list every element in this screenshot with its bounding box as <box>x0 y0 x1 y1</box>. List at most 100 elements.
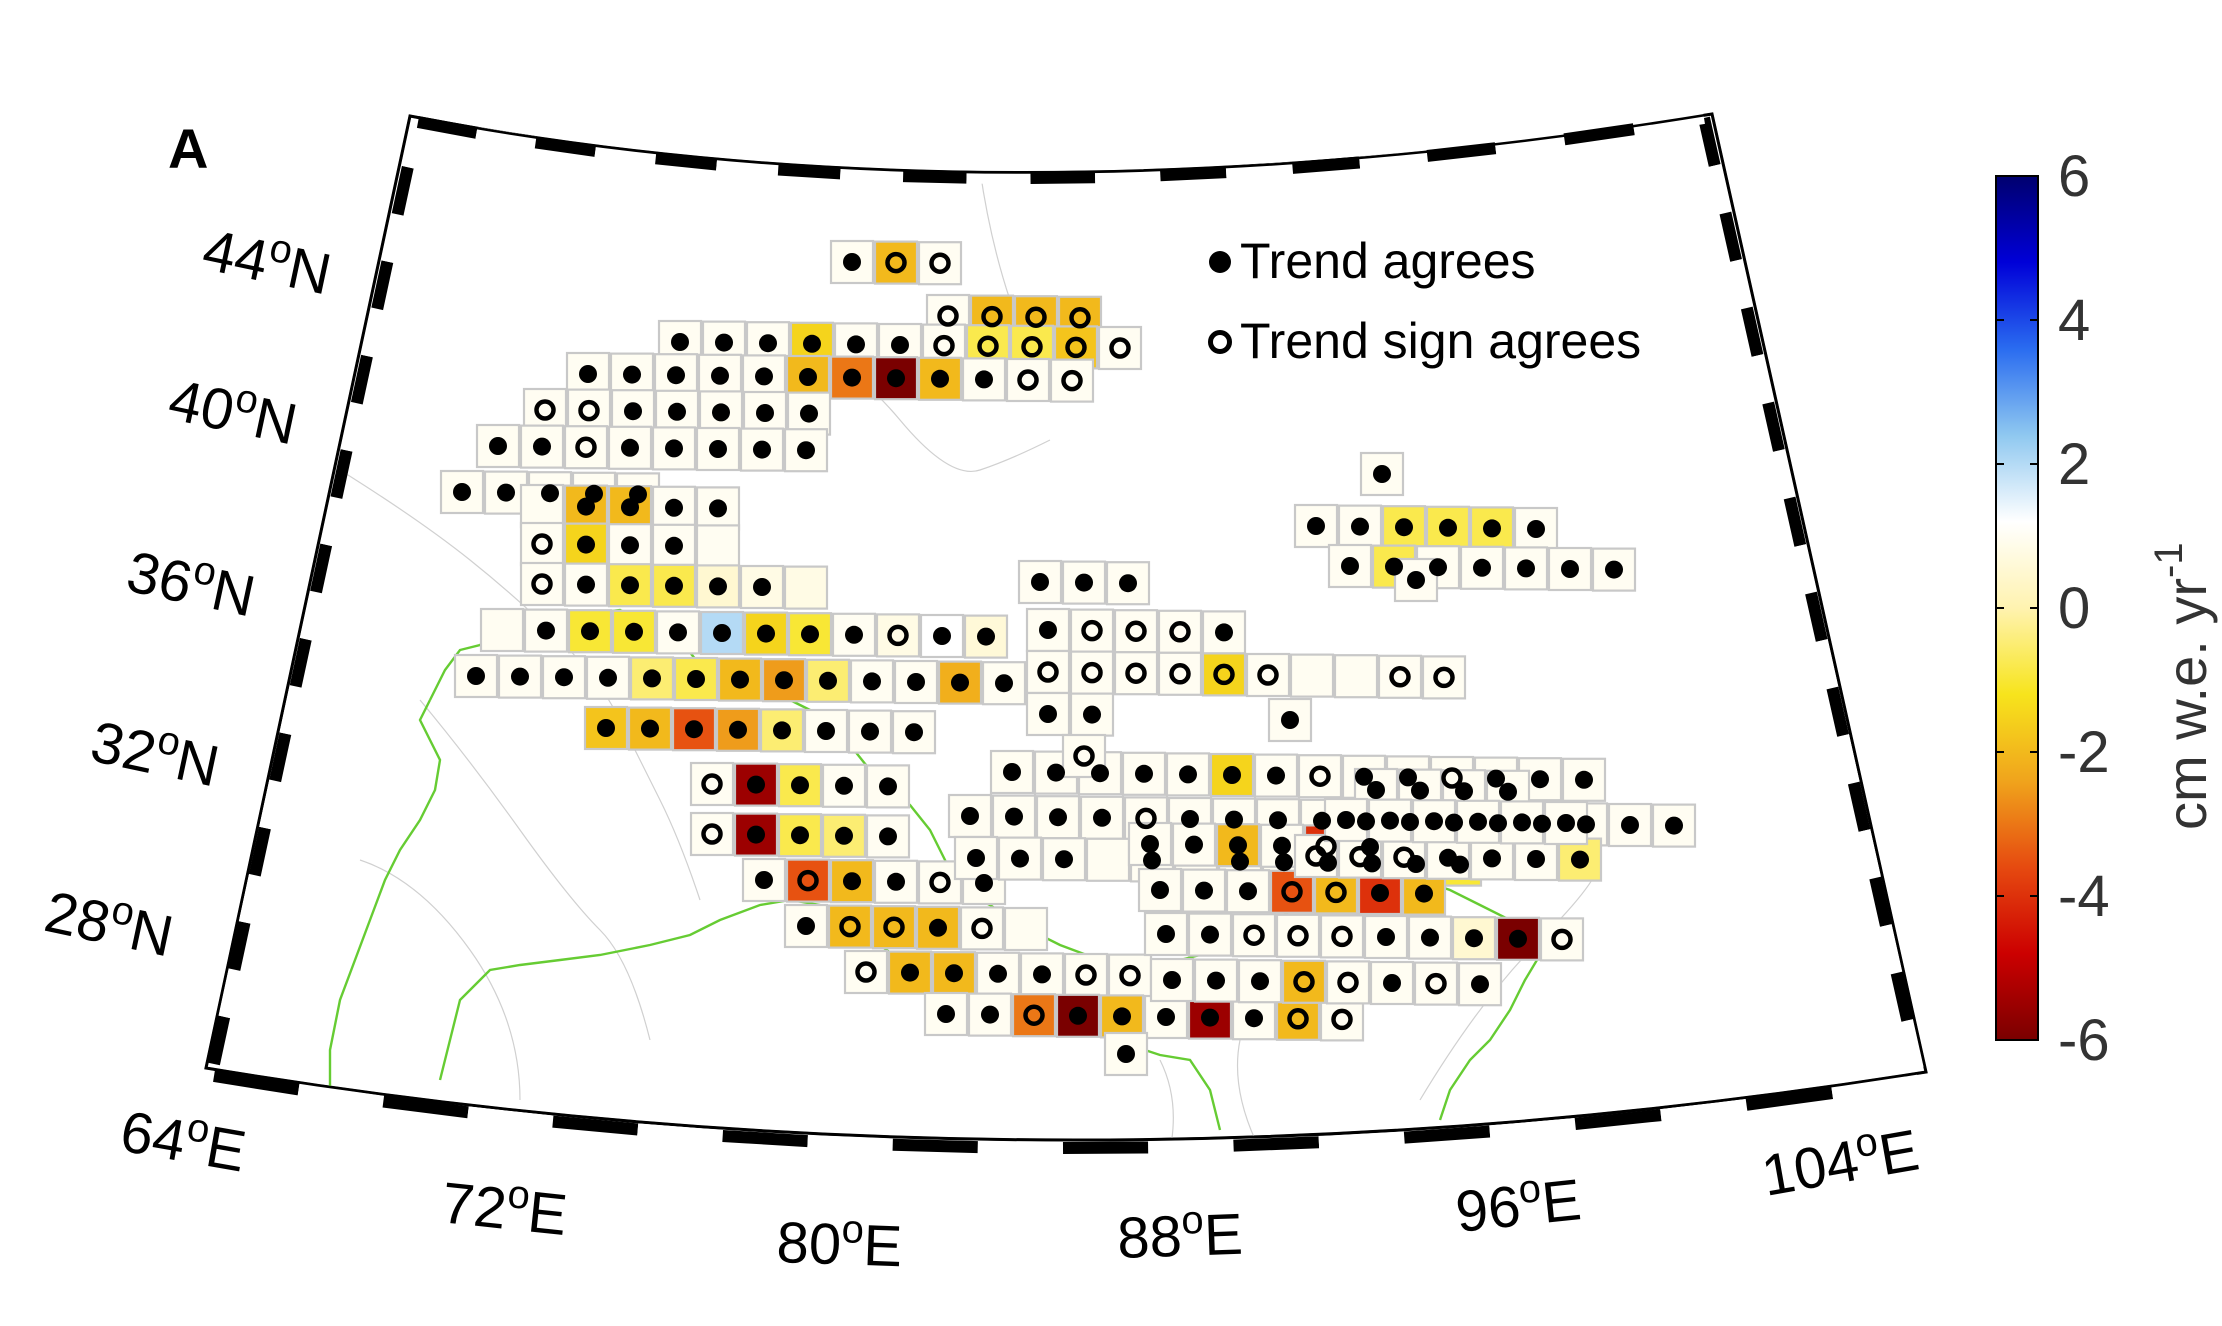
trend-agrees-marker <box>668 402 686 421</box>
grid-cell <box>1421 655 1467 700</box>
lon-label-88: 88oE <box>1116 1197 1244 1271</box>
trend-agrees-marker <box>747 825 765 844</box>
frame-graduation-segment <box>1318 1131 1405 1149</box>
trend-agrees-marker <box>791 776 809 795</box>
grid-cell <box>695 524 741 569</box>
trend-agrees-marker <box>1313 811 1331 830</box>
frame-graduation-segment <box>361 307 384 358</box>
frame-graduation-segment <box>1030 171 1096 184</box>
trend-agrees-marker <box>961 807 979 825</box>
trend-agrees-marker <box>1179 765 1197 784</box>
trend-sign-agrees-marker <box>855 961 877 983</box>
frame-graduation-segment <box>1563 123 1635 146</box>
trend-agrees-marker <box>1455 782 1473 801</box>
trend-agrees-marker <box>497 483 515 502</box>
frame-graduation-segment <box>716 158 779 176</box>
grid-cell <box>1369 960 1415 1006</box>
trend-sign-agrees-marker <box>1023 1004 1045 1026</box>
trend-agrees-marker <box>685 720 703 739</box>
frame-graduation-segment <box>1837 734 1860 785</box>
trend-sign-agrees-marker <box>701 823 723 845</box>
grid-cell <box>1377 654 1423 699</box>
trend-agrees-marker <box>1469 812 1487 831</box>
trend-agrees-marker <box>1239 882 1257 901</box>
trend-sign-agrees-marker <box>1025 306 1047 328</box>
frame-graduation-segment <box>1745 1087 1834 1111</box>
trend-agrees-marker <box>731 670 749 689</box>
grid-cell <box>1413 961 1459 1006</box>
trend-agrees-marker <box>1499 782 1517 801</box>
frame-graduation-segment <box>1719 211 1742 262</box>
grid-cell <box>1005 357 1051 403</box>
trend-agrees-marker <box>845 625 863 644</box>
trend-agrees-marker <box>1141 835 1159 853</box>
trend-agrees-marker <box>711 366 729 385</box>
grid-cell <box>1201 652 1247 697</box>
grid-cell <box>1275 913 1321 958</box>
frame-graduation-segment <box>467 1106 554 1128</box>
trend-agrees-marker <box>621 536 639 555</box>
trend-agrees-marker <box>1185 835 1203 854</box>
grid-cell <box>873 859 919 904</box>
trend-agrees-marker <box>1357 812 1375 831</box>
trend-agrees-marker <box>1377 928 1395 946</box>
grid-cell <box>563 425 609 470</box>
frame-graduation-segment <box>1730 259 1753 310</box>
trend-agrees-marker <box>641 719 659 738</box>
trend-agrees-marker <box>489 437 507 455</box>
trend-sign-agrees-marker <box>1331 1008 1353 1031</box>
grid-cell <box>651 523 697 568</box>
frame-graduation-segment <box>279 685 302 735</box>
trend-agrees-marker <box>1275 853 1293 872</box>
colorbar-ticks: 6 4 2 0 -2 -4 -6 <box>1996 144 2110 1073</box>
grid-cell <box>519 521 565 567</box>
trend-agrees-marker <box>861 722 879 741</box>
trend-agrees-marker <box>1439 848 1457 867</box>
frame-graduation-segment <box>977 1141 1064 1154</box>
trend-agrees-marker <box>1439 518 1457 537</box>
trend-agrees-marker <box>879 827 897 846</box>
frame-graduation-segment <box>1148 1139 1234 1154</box>
trend-agrees-marker <box>555 668 573 687</box>
grid-cell <box>785 858 831 903</box>
trend-sign-agrees-marker <box>933 334 955 357</box>
longitude-labels: 64oE 72oE 80oE 88oE 96oE 104oE <box>116 1094 1924 1280</box>
trend-agrees-marker <box>799 368 817 386</box>
grid-cell <box>871 905 917 950</box>
lon-label-96: 96oE <box>1452 1162 1584 1245</box>
frame-graduation-segment <box>1815 639 1839 690</box>
trend-sign-agrees-marker <box>1337 971 1359 994</box>
legend-filled-label: Trend agrees <box>1240 233 1536 289</box>
grid-cell <box>1097 325 1143 371</box>
grid-cell <box>1281 959 1327 1004</box>
frame-graduation-segment <box>807 1135 893 1151</box>
trend-agrees-marker <box>1415 884 1433 903</box>
trend-agrees-marker <box>1381 811 1399 830</box>
trend-sign-agrees-marker <box>1389 666 1411 688</box>
frame-graduation-segment <box>238 873 261 924</box>
trend-sign-agrees-marker <box>883 916 905 938</box>
trend-agrees-marker <box>1371 884 1389 902</box>
trend-agrees-marker <box>975 874 993 892</box>
grid-cell <box>567 609 613 654</box>
lon-label-64: 64oE <box>116 1094 252 1185</box>
trend-agrees-marker <box>511 667 529 686</box>
trend-agrees-marker <box>1527 850 1545 868</box>
trend-sign-agrees-marker <box>797 869 819 892</box>
trend-sign-agrees-marker <box>578 399 600 422</box>
trend-agrees-marker <box>1047 763 1065 782</box>
frame-graduation-segment <box>1574 1109 1662 1130</box>
frame-graduation-segment <box>213 1070 300 1096</box>
colorbar-tick-label: -4 <box>2058 864 2110 929</box>
trend-sign-agrees-marker <box>839 915 861 938</box>
trend-sign-agrees-marker <box>981 305 1003 328</box>
grid-cell <box>873 240 919 285</box>
trend-sign-agrees-marker <box>937 305 959 327</box>
trend-agrees-marker <box>1151 881 1169 899</box>
trend-sign-agrees-marker <box>531 573 553 595</box>
trend-agrees-marker <box>1093 808 1111 827</box>
grid-cell <box>739 564 785 610</box>
trend-agrees-marker <box>1083 705 1101 724</box>
trend-agrees-marker <box>931 369 949 388</box>
trend-agrees-marker <box>665 439 683 458</box>
